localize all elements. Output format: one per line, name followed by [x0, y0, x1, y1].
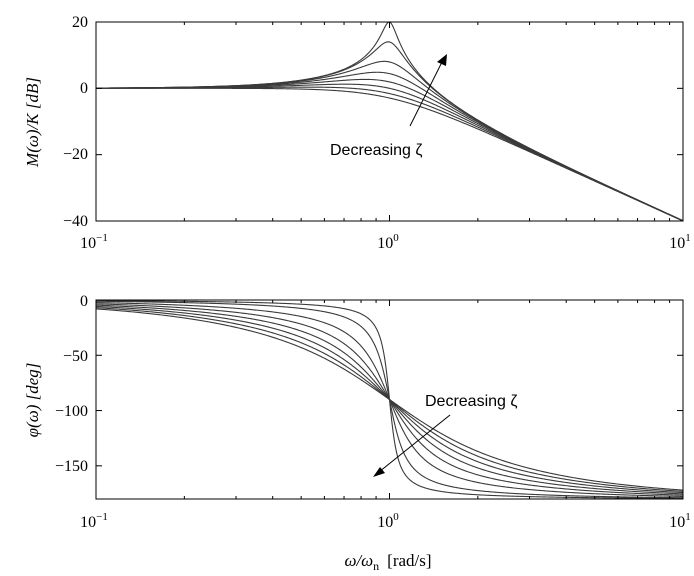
magnitude-ylabel: M(ω)/K [dB] — [23, 77, 42, 168]
phase-xtick-label: 10−1 — [80, 511, 108, 531]
phase-axis-ticks — [95, 299, 683, 499]
phase-curve-zeta-0.7 — [95, 308, 684, 491]
phase-ytick-label: 0 — [80, 293, 88, 310]
magnitude-ytick-label: −40 — [63, 213, 88, 230]
phase-curves — [95, 300, 684, 499]
magnitude-curves — [95, 21, 684, 222]
phase-annotation: Decreasing ζ — [425, 393, 517, 410]
magnitude-curve-zeta-0.7 — [96, 87, 684, 222]
magnitude-ytick-label: 20 — [72, 14, 88, 31]
magnitude-xtick-label: 10−1 — [80, 232, 108, 252]
magnitude-ytick-label: −20 — [63, 146, 88, 163]
magnitude-ytick-label: 0 — [80, 80, 88, 97]
magnitude-axis-ticks — [95, 21, 683, 222]
phase-panel: 0 −50 −100 −150 10−1 100 101 φ(ω) [deg] … — [23, 293, 691, 573]
magnitude-annotation: Decreasing ζ — [330, 142, 422, 159]
magnitude-panel: 20 0 −20 −40 10−1 100 101 M(ω)/K [dB] De… — [23, 14, 691, 252]
magnitude-curve-zeta-0.1 — [95, 41, 684, 222]
phase-ytick-label: −50 — [63, 348, 88, 365]
phase-annotation-arrow — [378, 414, 451, 473]
phase-ytick-label: −150 — [55, 458, 88, 475]
magnitude-curve-zeta-0.05 — [95, 21, 684, 222]
phase-xtick-label: 100 — [377, 511, 399, 531]
magnitude-xtick-label: 101 — [669, 232, 691, 252]
phase-ylabel: φ(ω) [deg] — [23, 363, 42, 438]
phase-ytick-label: −100 — [55, 403, 88, 420]
phase-xtick-label: 101 — [669, 511, 691, 531]
magnitude-xtick-label: 100 — [377, 232, 399, 252]
magnitude-annotation-arrowhead — [437, 54, 447, 66]
phase-xlabel: ω/ωn [rad/s] — [344, 551, 431, 573]
magnitude-plot-frame — [95, 21, 684, 222]
magnitude-annotation-arrow — [409, 59, 444, 127]
phase-annotation-arrowhead — [373, 467, 385, 477]
